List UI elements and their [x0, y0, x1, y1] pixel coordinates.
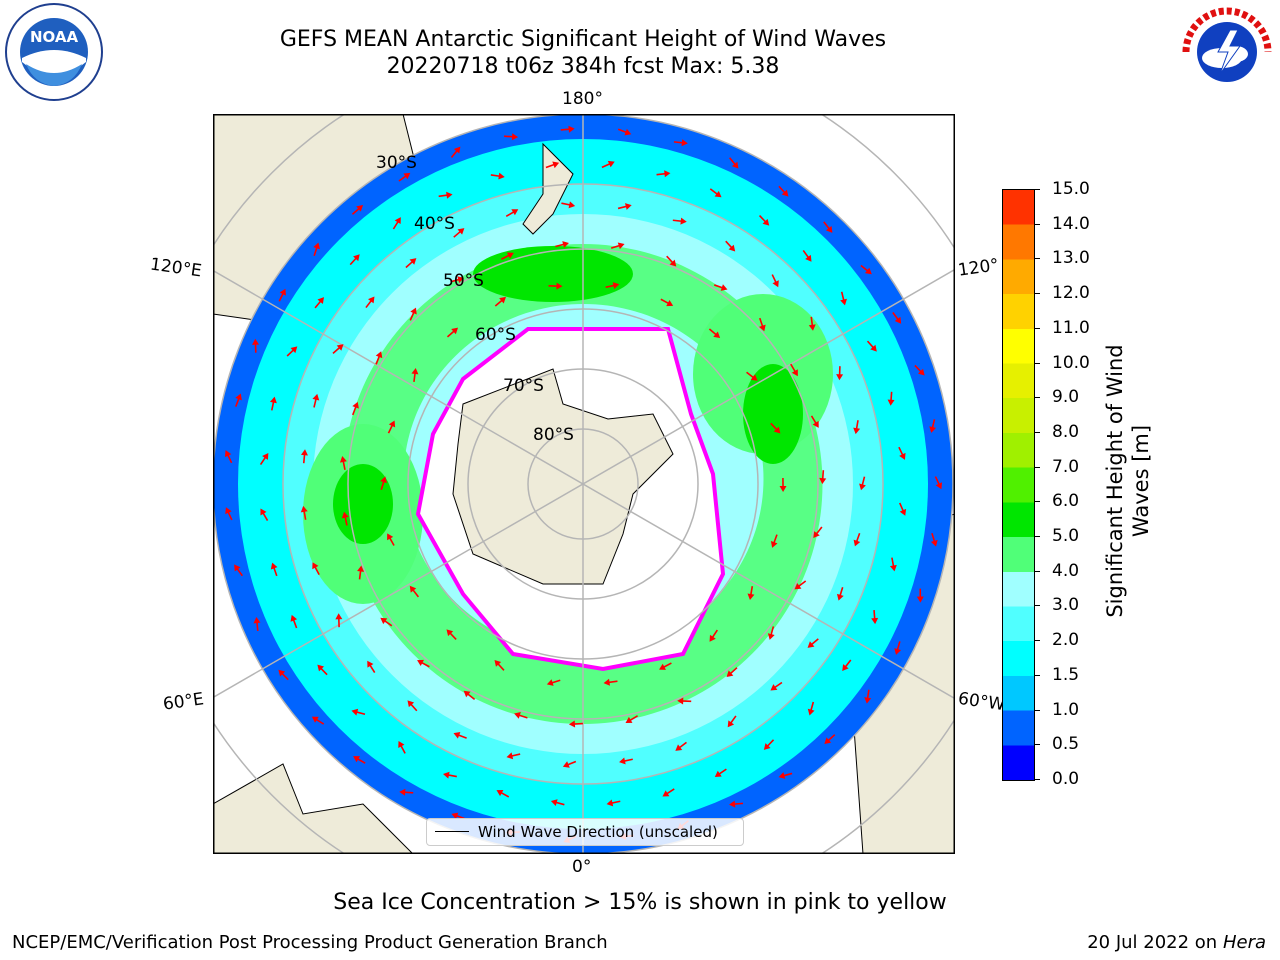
- colorbar-tick-mark: [1034, 536, 1040, 537]
- lat-label-80s: 80°S: [533, 425, 574, 445]
- footer-date-text: 20 Jul 2022 on: [1087, 932, 1217, 953]
- colorbar-tick-label: 2.0: [1052, 631, 1079, 649]
- colorbar-tick-mark: [1034, 293, 1040, 294]
- lat-label-70s: 70°S: [503, 376, 544, 396]
- colorbar: [1002, 189, 1035, 781]
- colorbar-tick-mark: [1034, 605, 1040, 606]
- lon-label-60e: 60°E: [162, 689, 205, 714]
- sea-ice-caption: Sea Ice Concentration > 15% is shown in …: [0, 890, 1280, 915]
- colorbar-tick-label: 15.0: [1052, 180, 1090, 198]
- map-title: GEFS MEAN Antarctic Significant Height o…: [0, 26, 1166, 54]
- colorbar-title: Significant Height of Wind Waves [m]: [1102, 341, 1154, 621]
- colorbar-tick-mark: [1034, 328, 1040, 329]
- lon-label-180: 180°: [562, 89, 603, 109]
- nws-logo: [1178, 4, 1276, 100]
- legend-line-icon: [435, 831, 469, 832]
- lat-label-60s: 60°S: [475, 325, 516, 345]
- colorbar-tick-mark: [1034, 501, 1040, 502]
- colorbar-tick-mark: [1034, 571, 1040, 572]
- lon-label-120e: 120°E: [149, 254, 203, 281]
- colorbar-tick-mark: [1034, 397, 1040, 398]
- lat-label-30s: 30°S: [376, 153, 417, 173]
- colorbar-tick-mark: [1034, 189, 1040, 190]
- colorbar-tick-label: 11.0: [1052, 319, 1090, 337]
- colorbar-tick-mark: [1034, 467, 1040, 468]
- lon-label-0: 0°: [572, 857, 591, 877]
- colorbar-tick-mark: [1034, 224, 1040, 225]
- lon-label-60w: 60°W: [957, 689, 1006, 715]
- footer-org: NCEP/EMC/Verification Post Processing Pr…: [12, 932, 608, 953]
- colorbar-tick-label: 4.0: [1052, 562, 1079, 580]
- colorbar-tick-label: 6.0: [1052, 492, 1079, 510]
- colorbar-tick-mark: [1034, 779, 1040, 780]
- map-legend: Wind Wave Direction (unscaled): [426, 818, 744, 846]
- colorbar-tick-label: 10.0: [1052, 354, 1090, 372]
- colorbar-tick-mark: [1034, 675, 1040, 676]
- colorbar-tick-mark: [1034, 744, 1040, 745]
- colorbar-tick-mark: [1034, 640, 1040, 641]
- legend-label: Wind Wave Direction (unscaled): [478, 823, 718, 841]
- colorbar-tick-mark: [1034, 432, 1040, 433]
- colorbar-tick-mark: [1034, 258, 1040, 259]
- colorbar-tick-label: 0.5: [1052, 735, 1079, 753]
- colorbar-tick-mark: [1034, 363, 1040, 364]
- footer-date: 20 Jul 2022 on Hera: [1087, 932, 1266, 953]
- colorbar-tick-label: 0.0: [1052, 770, 1079, 788]
- colorbar-tick-label: 5.0: [1052, 527, 1079, 545]
- polar-map: [213, 114, 955, 854]
- colorbar-tick-label: 9.0: [1052, 388, 1079, 406]
- colorbar-tick-mark: [1034, 710, 1040, 711]
- map-subtitle: 20220718 t06z 384h fcst Max: 5.38: [0, 53, 1166, 81]
- colorbar-tick-label: 14.0: [1052, 215, 1090, 233]
- colorbar-tick-label: 1.0: [1052, 701, 1079, 719]
- colorbar-tick-label: 13.0: [1052, 249, 1090, 267]
- footer-host: Hera: [1223, 932, 1266, 953]
- lat-label-50s: 50°S: [443, 271, 484, 291]
- colorbar-tick-label: 12.0: [1052, 284, 1090, 302]
- colorbar-tick-label: 8.0: [1052, 423, 1079, 441]
- colorbar-tick-label: 1.5: [1052, 666, 1079, 684]
- colorbar-tick-label: 3.0: [1052, 596, 1079, 614]
- lon-label-120w: 120°: [957, 255, 1000, 281]
- lat-label-40s: 40°S: [414, 214, 455, 234]
- colorbar-tick-label: 7.0: [1052, 458, 1079, 476]
